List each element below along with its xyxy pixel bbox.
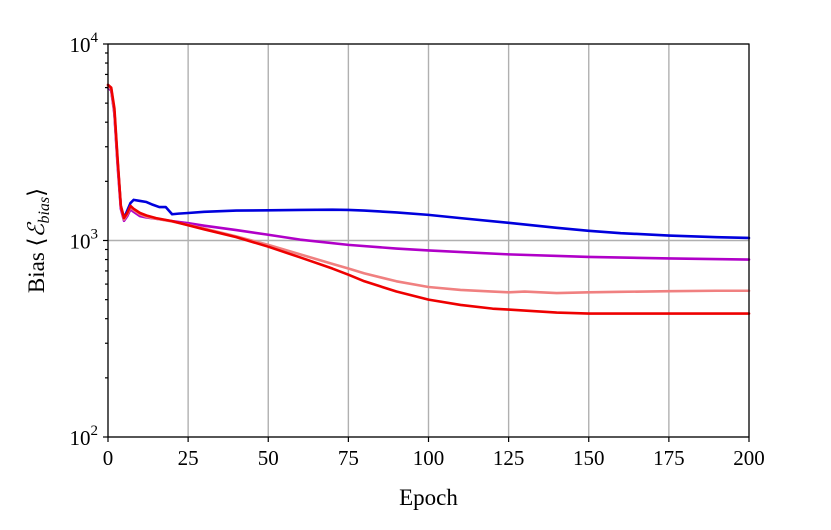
x-tick-label: 150 [573, 446, 605, 470]
y-tick-base: 10 [70, 426, 91, 450]
grid-layer [107, 43, 750, 438]
y-axis-label-sub: bias [36, 197, 53, 224]
x-tick-label: 100 [413, 446, 445, 470]
y-tick-base: 10 [70, 33, 91, 57]
series-line-4 [106, 83, 751, 315]
y-axis-label-text: Bias ⟨ [24, 237, 49, 293]
y-tick-exponent: 4 [91, 30, 99, 46]
y-tick-label: 103 [70, 227, 99, 254]
x-tick-label: 25 [178, 446, 199, 470]
y-tick-exponent: 2 [91, 423, 99, 439]
y-axis-label-math: ℰ [24, 221, 49, 237]
y-axis-label-close: ⟩ [24, 188, 49, 197]
series-layer [106, 83, 751, 315]
y-tick-label: 104 [70, 30, 99, 57]
y-tick-base: 10 [70, 230, 91, 254]
x-tick-label: 200 [733, 446, 765, 470]
x-tick-label: 175 [653, 446, 685, 470]
x-tick-label: 75 [338, 446, 359, 470]
y-tick-label: 102 [70, 423, 99, 450]
x-tick-label: 125 [493, 446, 525, 470]
y-tick-exponent: 3 [91, 227, 99, 243]
x-tick-label: 0 [103, 446, 114, 470]
y-axis-label: Bias ⟨ℰbias⟩ [24, 188, 53, 293]
x-axis-label: Epoch [399, 485, 458, 510]
x-tick-label: 50 [258, 446, 279, 470]
